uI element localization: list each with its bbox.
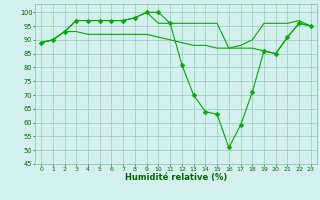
X-axis label: Humidité relative (%): Humidité relative (%) xyxy=(125,173,227,182)
